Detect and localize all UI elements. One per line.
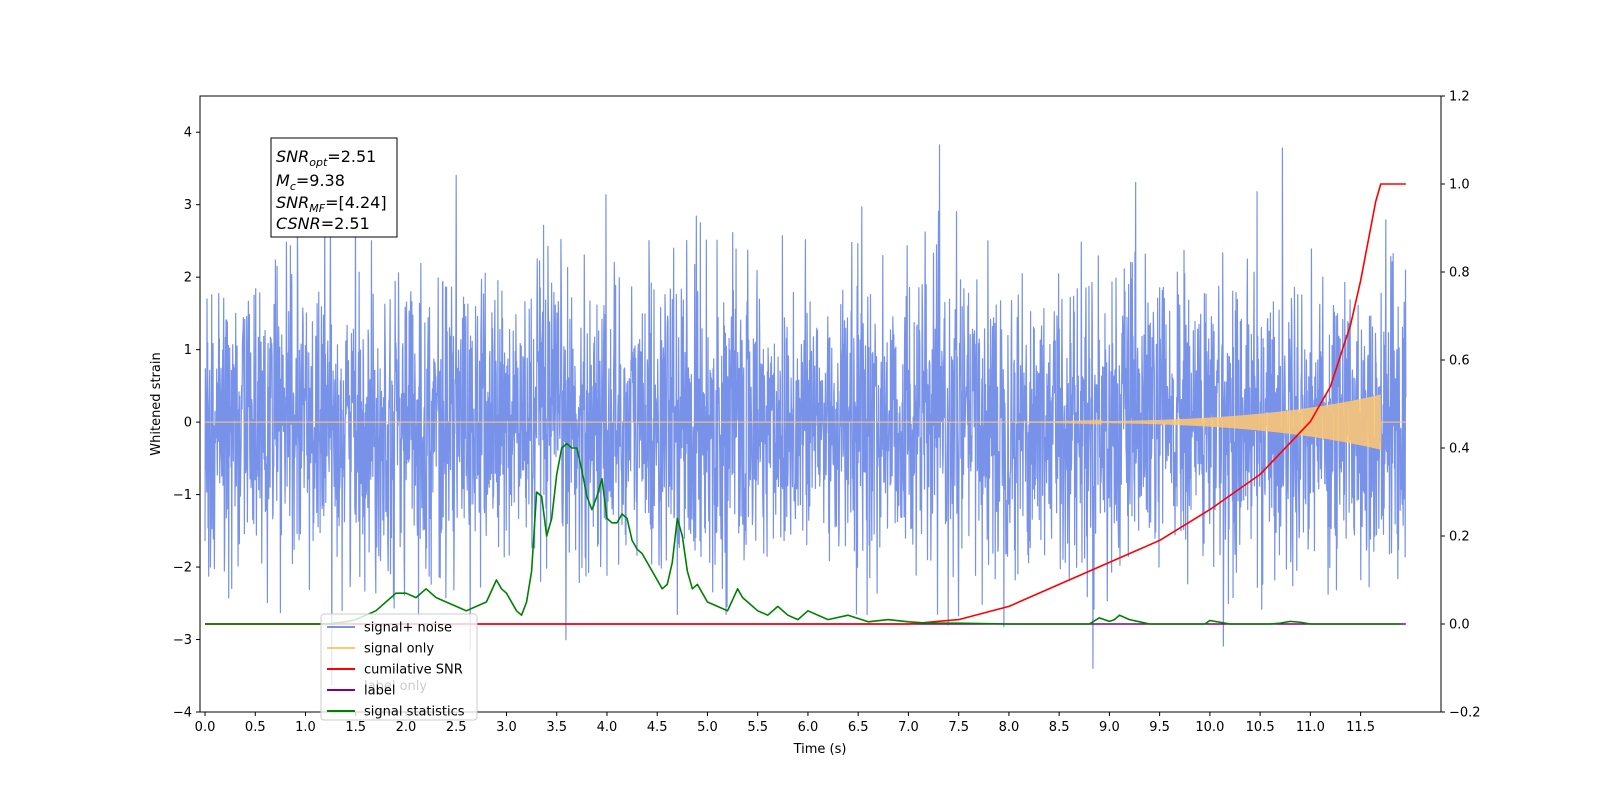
y-axis-label: Whitened strain [149,352,164,455]
x-tick-label: 2.0 [396,720,417,735]
x-tick-label: 0.5 [245,720,266,735]
annotation-snr-mf-sub: MF [309,202,325,215]
x-tick-label: 1.0 [295,720,316,735]
left-y-tick-label: −1 [173,488,192,503]
right-y-tick-label: 0.4 [1449,442,1470,457]
annotation-csnr-base: CSNR [276,214,321,233]
x-tick-label: 3.5 [546,720,567,735]
x-tick-label: 5.5 [747,720,768,735]
annotation-snr-mf: SNRMF=[4.24] [276,193,387,215]
right-y-tick-label: 0.6 [1449,354,1470,369]
x-tick-label: 4.5 [647,720,668,735]
x-tick-label: 6.0 [798,720,819,735]
right-y-tick-label: 0.8 [1449,266,1470,281]
right-y-tick-label: 1.2 [1449,90,1470,105]
left-y-tick-label: 1 [184,343,192,358]
legend-label: signal only [364,642,434,657]
left-y-tick-label: −3 [173,633,192,648]
x-tick-label: 6.5 [848,720,869,735]
annotation-frame [270,137,398,238]
x-tick-label: 10.0 [1195,720,1224,735]
annotation-mc-base: M [276,171,290,190]
annotation-snr-mf-value: =[4.24] [325,193,387,212]
legend-hidden-label: label only [364,679,427,694]
x-tick-label: 11.0 [1296,720,1325,735]
left-y-axis-ticks: −4 −3 −2 −1 0 1 2 3 4 [173,126,200,721]
x-tick-label: 10.5 [1246,720,1275,735]
annotation-snr-opt-value: =2.51 [327,147,376,166]
legend-frame [320,613,478,721]
x-tick-label: 9.0 [1099,720,1120,735]
x-tick-label: 0.0 [195,720,216,735]
annotation-mc-value: =9.38 [296,171,345,190]
legend-label: label [364,684,395,699]
series-signal-only [205,394,1406,450]
x-tick-label: 2.5 [446,720,467,735]
left-y-tick-label: −4 [173,706,192,721]
left-y-tick-label: 4 [184,126,192,141]
annotation-snr-opt-base: SNR [276,147,309,166]
x-tick-label: 7.0 [898,720,919,735]
annotation-snr-mf-base: SNR [276,193,309,212]
right-y-tick-label: 0.0 [1449,618,1470,633]
x-tick-label: 9.5 [1149,720,1170,735]
x-tick-label: 5.0 [697,720,718,735]
legend-label: signal statistics [364,705,465,720]
series-signal-statistics [205,442,1401,625]
signal-series-layer [205,394,1406,450]
right-y-tick-label: 0.2 [1449,530,1470,545]
left-y-tick-label: 3 [184,198,192,213]
annotation-csnr-value: =2.51 [321,214,370,233]
annotation-mc: Mc=9.38 [276,171,345,193]
left-y-tick-label: −2 [173,561,192,576]
noise-series-layer [204,144,1407,686]
plot-frame [199,95,1442,713]
left-y-tick-label: 2 [184,271,192,286]
annotation-csnr: CSNR=2.51 [276,214,370,233]
x-tick-label: 1.5 [345,720,366,735]
x-tick-label: 8.0 [999,720,1020,735]
annotation-snr-opt: SNRopt=2.51 [276,147,376,169]
right-y-axis-ticks: −0.2 0.0 0.2 0.4 0.6 0.8 1.0 1.2 [1441,90,1481,721]
x-tick-label: 3.0 [496,720,517,735]
series-signal-noise [204,144,1407,686]
x-tick-label: 8.5 [1049,720,1070,735]
x-tick-label: 4.0 [597,720,618,735]
x-tick-label: 7.5 [948,720,969,735]
annotation-box: SNRopt=2.51 Mc=9.38 SNRMF=[4.24] CSNR=2.… [270,137,398,238]
x-axis-ticks: 0.0 0.5 1.0 1.5 2.0 2.5 3.0 3.5 4.0 4.5 5.0 5.5 6.0 6… [195,712,1375,735]
x-axis-label: Time (s) [793,742,847,757]
annotation-snr-opt-sub: opt [309,156,328,169]
legend-label: cumilative SNR [364,663,463,678]
legend-label: signal+ noise [364,621,452,636]
right-y-tick-label: 1.0 [1449,178,1470,193]
x-tick-label: 11.5 [1346,720,1375,735]
left-y-tick-label: 0 [184,416,192,431]
annotation-mc-sub: c [290,180,296,193]
legend: label only signal+ noise signal only cumil… [320,613,478,721]
series-cumilative-snr [205,183,1406,625]
right-y-tick-label: −0.2 [1449,706,1481,721]
